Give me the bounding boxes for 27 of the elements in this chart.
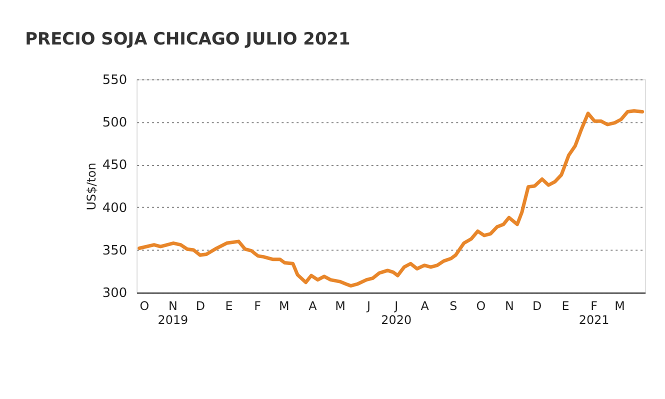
x-tick-label: A [308,299,318,314]
line-series [138,109,644,288]
x-tick-label: A [420,299,430,314]
x-tick-label: D [196,299,206,314]
x-tick-label: O [140,299,150,314]
x-tick-label: S [450,299,458,314]
x-tick-label: N 2019 [158,299,188,328]
x-tick-label: E [225,299,233,314]
x-tick-label: M [279,299,290,314]
x-tick-label: F 2021 [578,299,610,328]
chart-title: PRECIO SOJA CHICAGO JULIO 2021 [25,28,350,48]
y-axis-title: US$/ton [84,162,98,210]
x-tick-label: M [614,299,625,314]
x-tick-label: M [335,299,346,314]
x-tick-label: D [532,299,542,314]
y-tick-label: 500 [102,115,128,130]
x-tick-label: O [476,299,486,314]
x-tick-label: N [505,299,514,314]
y-tick-label: 350 [102,243,128,258]
y-tick-label: 450 [102,158,128,174]
y-tick-label: 400 [102,200,128,216]
x-tick-label: J [366,299,371,314]
y-tick-label: 300 [102,286,128,302]
x-tick-label: F [254,299,262,314]
x-tick-label: E [562,299,570,314]
x-tick-label: J 2020 [381,299,412,328]
y-tick-label: 550 [102,72,128,88]
